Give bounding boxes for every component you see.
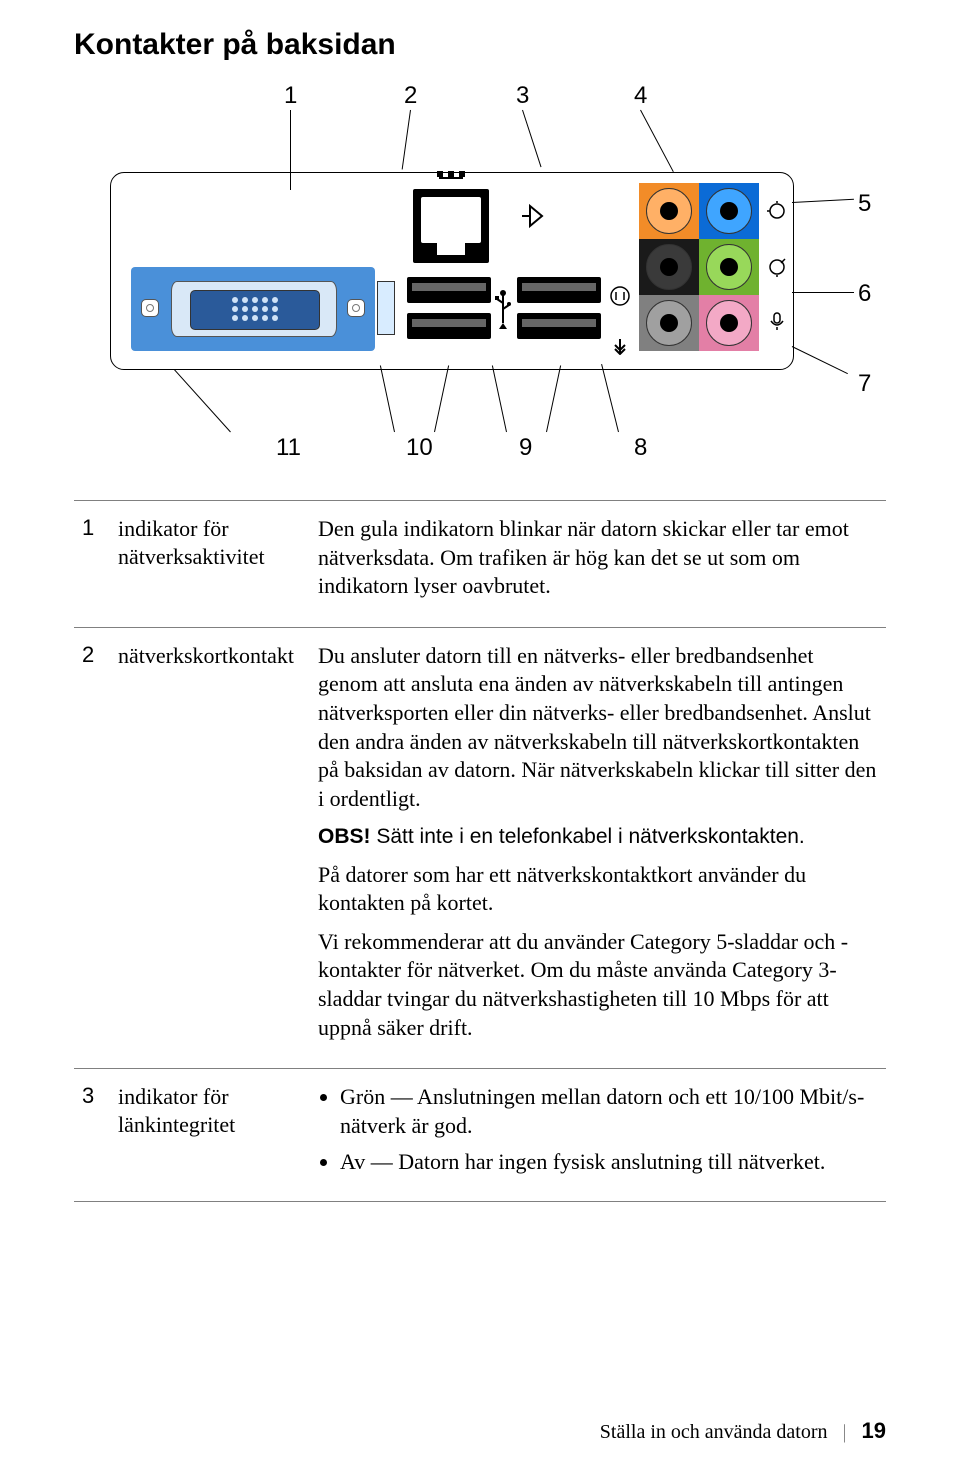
line-in-icon (767, 201, 787, 221)
row-desc: Du ansluter datorn till en nätverks- ell… (310, 627, 886, 1068)
row-term: indikator för länkintegritet (110, 1069, 310, 1202)
callout-3: 3 (516, 82, 529, 110)
callout-9: 9 (519, 434, 532, 462)
usb-icon (495, 289, 511, 329)
callout-8: 8 (634, 434, 647, 462)
row-desc: Grön — Anslutningen mellan datorn och et… (310, 1069, 886, 1202)
ethernet-port (413, 189, 489, 263)
callout-2: 2 (404, 82, 417, 110)
usb-port (517, 313, 601, 339)
row-num: 1 (74, 501, 110, 628)
page-footer: Ställa in och använda datorn | 19 (600, 1418, 886, 1444)
row-term: nätverkskort­kontakt (110, 627, 310, 1068)
obs-text: Sätt inte i en telefonkabel i nätverksko… (371, 825, 805, 848)
page-heading: Kontakter på baksidan (74, 28, 886, 62)
usb-port (517, 277, 601, 303)
footer-text: Ställa in och använda datorn (600, 1421, 828, 1443)
table-row: 2 nätverkskort­kontakt Du ansluter dator… (74, 627, 886, 1068)
footer-divider: | (843, 1421, 847, 1443)
line-out-icon (767, 257, 787, 277)
callout-5: 5 (858, 190, 871, 218)
callout-4: 4 (634, 82, 647, 110)
row-num: 3 (74, 1069, 110, 1202)
mic-icon (767, 311, 787, 331)
callout-7: 7 (858, 370, 871, 398)
bullet-item: Grön — Anslutningen mellan datorn och et… (340, 1083, 878, 1140)
audio-jacks (639, 183, 809, 359)
usb-port (407, 277, 491, 303)
row-num: 2 (74, 627, 110, 1068)
row-desc: Den gula indikatorn blinkar när datorn s… (310, 501, 886, 628)
table-row: 1 indikator för nätverksaktivitet Den gu… (74, 501, 886, 628)
vga-port-area (131, 267, 375, 351)
connector-diagram: 1 2 3 4 5 6 7 11 10 9 8 (74, 80, 886, 480)
page-number: 19 (862, 1418, 886, 1443)
table-row: 3 indikator för länkintegritet Grön — An… (74, 1069, 886, 1202)
connector-table: 1 indikator för nätverksaktivitet Den gu… (74, 500, 886, 1202)
callout-6: 6 (858, 280, 871, 308)
firewire-icon (519, 203, 545, 229)
usb-port (407, 313, 491, 339)
callout-1: 1 (284, 82, 297, 110)
surround-icon (609, 285, 631, 307)
callout-10: 10 (406, 434, 433, 462)
row-term: indikator för nätverksaktivitet (110, 501, 310, 628)
bullet-item: Av — Datorn har ingen fysisk anslutning … (340, 1148, 878, 1177)
output-icon (609, 339, 631, 355)
callout-11: 11 (276, 434, 301, 462)
obs-label: OBS! (318, 825, 371, 848)
back-panel (110, 172, 794, 370)
